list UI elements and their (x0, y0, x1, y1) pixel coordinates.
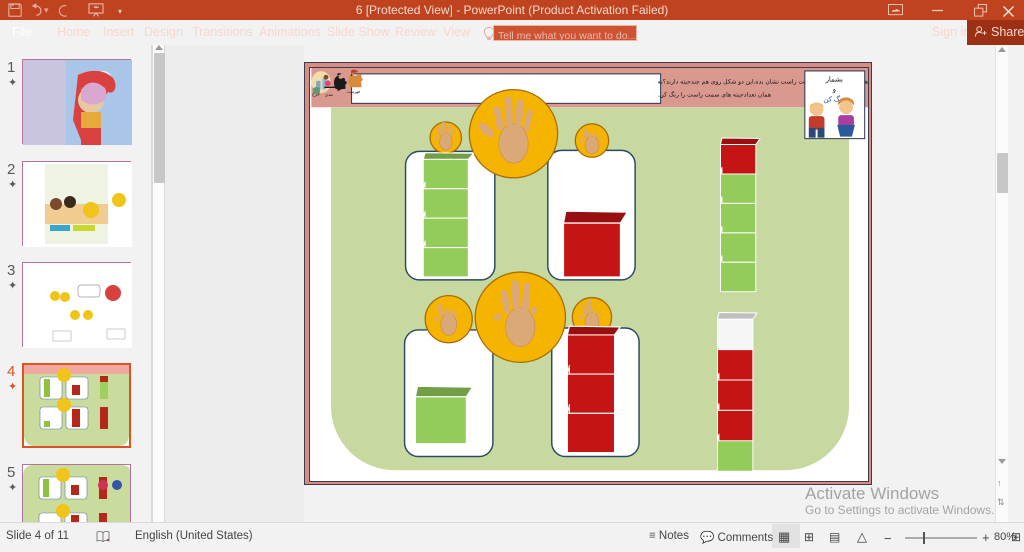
svg-text:بشمار: بشمار (825, 76, 843, 84)
svg-text:همان تعدادجیته های سمت راست را: همان تعدادجیته های سمت راست را رنگ کن. (658, 90, 771, 98)
svg-text:بعدی: بعدی (325, 92, 333, 97)
svg-text:خرج: خرج (312, 92, 320, 97)
svg-text:و: و (832, 87, 836, 94)
svg-text:فهرست: فهرست (347, 89, 360, 94)
